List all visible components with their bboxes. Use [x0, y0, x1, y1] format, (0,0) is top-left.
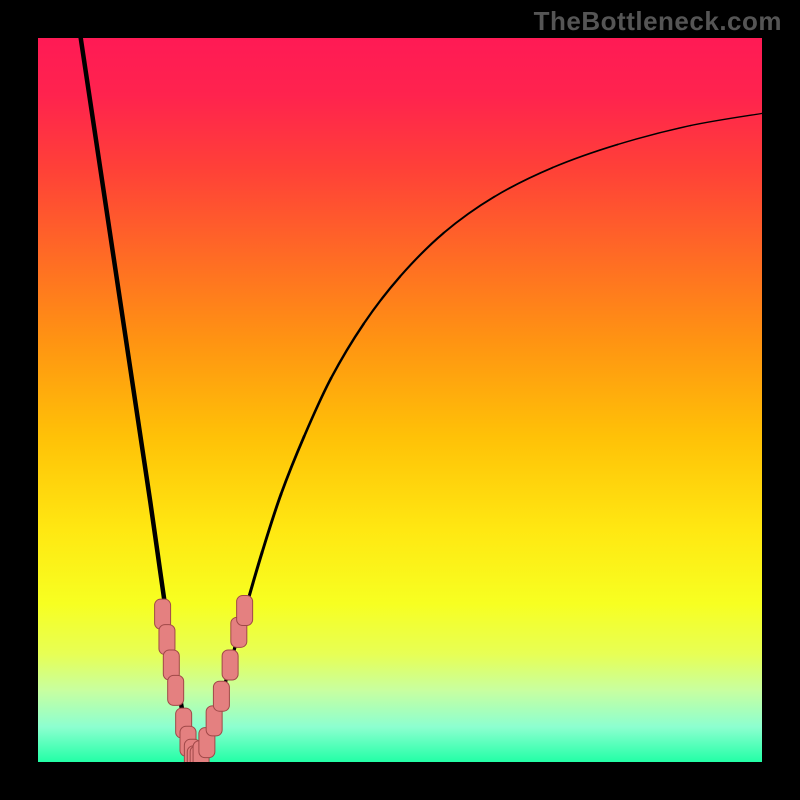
- watermark-text: TheBottleneck.com: [534, 6, 782, 37]
- bottleneck-chart: [0, 0, 800, 800]
- chart-root: TheBottleneck.com: [0, 0, 800, 800]
